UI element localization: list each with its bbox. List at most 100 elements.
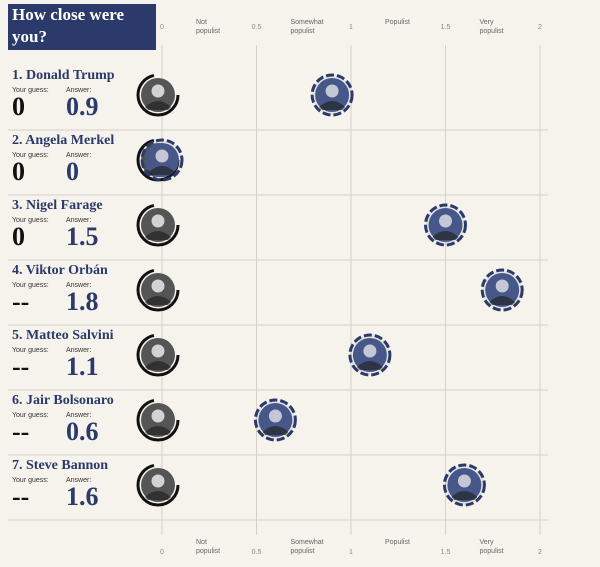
guess: 0 [12,222,25,251]
guess-label: Your guess: [12,152,49,159]
guess-label: Your guess: [12,347,49,354]
scale-label: Somewhat populist [291,539,324,555]
portrait-ring [348,333,392,377]
name: 6. Jair Bolsonaro [12,393,114,408]
scale-label: Populist [385,19,410,26]
guess: -- [12,482,29,511]
portrait-head [151,409,165,423]
answer: 0 [66,157,79,186]
answer-dot [142,140,182,180]
portrait-body [145,231,171,240]
portrait-ring [140,138,184,182]
portrait-body [489,296,516,305]
name: 4. Viktor Orbán [12,263,108,278]
name: 3. Nigel Farage [12,198,103,213]
guess: -- [12,417,29,446]
scale-label: Very populist [480,19,504,35]
portrait-head [151,214,165,228]
scale-label-line: populist [291,28,315,35]
guess-label: Your guess: [12,477,49,484]
portrait-body [145,296,171,305]
portrait-body [145,361,171,370]
answer-label: Answer: [66,477,91,484]
portrait-head [151,344,165,358]
portrait-ring [442,463,486,507]
scale-label-line: Very [480,19,495,26]
guess-label: Your guess: [12,217,49,224]
answer-label: Answer: [66,347,91,354]
guess: -- [12,287,29,316]
x-tick-label: 0.5 [252,549,262,556]
scale-label-line: populist [480,548,504,555]
scale-label: Somewhat populist [291,19,324,35]
scale-label: Very populist [480,539,504,555]
portrait-body [432,231,459,240]
name: 7. Steve Bannon [12,458,108,473]
guess-label: Your guess: [12,282,49,289]
x-tick-label: 0 [160,24,164,31]
answer-label: Answer: [66,152,91,159]
answer-dot [255,400,296,440]
answer-label: Answer: [66,87,91,94]
guess-label: Your guess: [12,412,49,419]
scale-label: Populist [385,539,410,546]
answer-dot [425,205,466,245]
portrait-ring [310,73,354,117]
answer: 0.9 [66,92,99,121]
portrait-body [145,101,171,110]
x-tick-label: 2 [538,549,542,556]
portrait-ring [136,73,180,117]
scale-label-line: Very [480,539,495,546]
portrait-body [356,361,383,370]
scale-label-line: populist [196,548,220,555]
portrait-ring [136,268,180,312]
portrait-head [155,149,169,163]
portrait-ring [480,268,524,312]
name: 1. Donald Trump [12,68,115,83]
portrait-ring [253,398,297,442]
portrait-body [262,426,289,435]
portrait-ring [136,398,180,442]
title-box [8,4,156,50]
portrait-ring [424,203,467,247]
guess: 0 [12,92,25,121]
guess-label: Your guess: [12,87,49,94]
portrait-head [439,214,452,228]
answer-label: Answer: [66,282,91,289]
answer: 1.8 [66,287,99,316]
answer: 1.6 [66,482,99,511]
portrait-body [145,491,171,500]
scale-label-line: Somewhat [291,19,324,26]
portrait-head [495,279,509,293]
scale-label: Not populist [196,539,220,555]
x-tick-label: 1 [349,24,353,31]
name: 2. Angela Merkel [12,133,114,148]
portrait-ring [136,203,180,247]
scale-label: Not populist [196,19,220,35]
x-tick-label: 0 [160,549,164,556]
portrait-head [151,474,165,488]
answer-dot [444,465,485,505]
answer-label: Answer: [66,412,91,419]
guess: -- [12,352,29,381]
portrait-head [325,84,339,98]
answer-dot [349,335,390,375]
x-tick-label: 1 [349,549,353,556]
x-tick-label: 2 [538,24,542,31]
guess: 0 [12,157,25,186]
answer-dot [312,75,353,115]
portrait-head [457,474,471,488]
answer-label: Answer: [66,217,91,224]
scale-label-line: Somewhat [291,539,324,546]
portrait-body [451,491,478,500]
scale-label-line: Not [196,539,207,546]
portrait-body [145,426,171,435]
portrait-head [151,84,165,98]
scale-label-line: populist [196,28,220,35]
answer-dot [482,270,523,310]
portrait-head [268,409,282,423]
scale-label-line: populist [480,28,504,35]
name: 5. Matteo Salvini [12,328,114,343]
x-tick-label: 0.5 [252,24,262,31]
